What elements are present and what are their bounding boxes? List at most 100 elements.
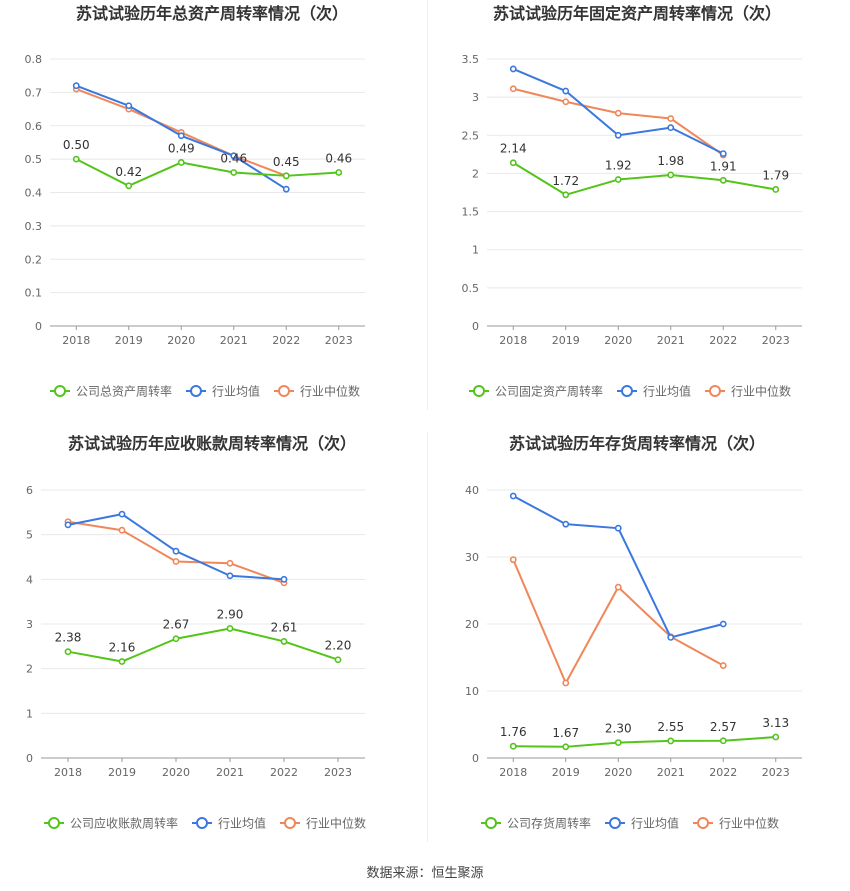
- data-point-company: [562, 191, 570, 199]
- chart-panel-receivables-turnover: 苏试试验历年应收账款周转率情况（次） 0 1 2 3 4 5 6 2018 2019 2020 202…: [0, 430, 425, 860]
- data-point-company: [719, 176, 727, 184]
- chart-panel-fixed-asset-turnover: 苏试试验历年固定资产周转率情况（次） 0 0.5 1 1.5 2 2.5 3 3.5 2018 20…: [425, 0, 850, 430]
- data-point-industry_avg: [125, 102, 133, 110]
- x-tick-label: 2021: [216, 766, 244, 779]
- x-tick-label: 2021: [220, 334, 248, 347]
- data-point-company: [335, 169, 343, 176]
- x-tick-label: 2018: [62, 334, 90, 347]
- data-point-company: [562, 743, 570, 751]
- y-tick-label: 0.6: [25, 120, 43, 133]
- legend-marker: [278, 385, 290, 397]
- y-tick-label: 30: [465, 551, 479, 564]
- data-point-industry_median: [614, 109, 622, 117]
- data-point-industry_median: [719, 662, 727, 669]
- legend-item-company: 公司固定资产周转率: [469, 384, 603, 399]
- data-label: 1.79: [762, 168, 789, 182]
- data-point-company: [614, 176, 622, 183]
- y-tick-label: 0: [472, 320, 479, 333]
- data-label: 1.67: [552, 726, 579, 740]
- y-tick-label: 3: [472, 91, 479, 104]
- chart-title: 苏试试验历年固定资产周转率情况（次）: [493, 4, 781, 23]
- data-label: 1.76: [500, 725, 527, 739]
- panel-divider-bottom: [427, 432, 428, 842]
- chart-title: 苏试试验历年总资产周转率情况（次）: [76, 4, 348, 23]
- y-tick-label: 3: [26, 618, 33, 631]
- legend-label: 公司应收账款周转率: [70, 816, 178, 831]
- chart-svg: 苏试试验历年应收账款周转率情况（次） 0 1 2 3 4 5 6 2018 2019 2020 202…: [26, 434, 366, 831]
- legend-item-industry_avg: 行业均值: [186, 384, 260, 399]
- data-point-industry_median: [509, 556, 517, 564]
- data-point-industry_median: [226, 559, 234, 567]
- data-label: 0.46: [325, 151, 352, 165]
- y-tick-label: 4: [26, 573, 33, 586]
- data-point-company: [125, 182, 133, 190]
- legend-label: 行业均值: [643, 384, 691, 399]
- chart-panel-inventory-turnover: 苏试试验历年存货周转率情况（次） 0 10 20 30 40 2018 2019 2020 202…: [425, 430, 850, 860]
- legend-marker: [54, 385, 66, 397]
- x-tick-label: 2020: [604, 334, 632, 347]
- series-line-company: [75, 158, 339, 187]
- x-tick-label: 2018: [54, 766, 82, 779]
- legend-item-industry_avg: 行业均值: [192, 816, 266, 831]
- data-point-industry_avg: [226, 572, 234, 580]
- y-tick-label: 3.5: [462, 53, 480, 66]
- data-point-industry_median: [614, 583, 622, 591]
- series-line-company: [512, 161, 776, 196]
- data-point-industry_avg: [719, 150, 727, 157]
- y-tick-label: 2.5: [462, 129, 480, 142]
- data-point-company: [280, 638, 288, 645]
- y-tick-label: 2: [472, 167, 479, 180]
- legend-item-company: 公司总资产周转率: [50, 384, 172, 399]
- data-point-company: [509, 159, 517, 167]
- legend-label: 行业均值: [631, 816, 679, 831]
- y-tick-label: 0: [26, 752, 33, 765]
- data-point-industry_avg: [719, 620, 727, 628]
- y-tick-label: 1.5: [462, 206, 480, 219]
- x-tick-label: 2022: [272, 334, 300, 347]
- data-label: 1.92: [605, 159, 632, 173]
- chart-panel-total-asset-turnover: 苏试试验历年总资产周转率情况（次） 0 0.1 0.2 0.3 0.4 0.5 0.6 0.7 0…: [0, 0, 425, 430]
- x-tick-label: 2019: [115, 334, 143, 347]
- data-point-company: [172, 635, 180, 643]
- data-point-company: [719, 737, 727, 745]
- data-source-label: 数据来源：恒生聚源: [366, 866, 484, 881]
- legend-item-company: 公司应收账款周转率: [44, 816, 178, 831]
- series-line-industry_median: [513, 87, 724, 156]
- data-label: 3.13: [762, 716, 789, 730]
- data-label: 2.90: [217, 607, 244, 621]
- y-tick-label: 0.1: [25, 287, 43, 300]
- chart-svg: 苏试试验历年总资产周转率情况（次） 0 0.1 0.2 0.3 0.4 0.5 0.6 0.7 0…: [25, 4, 365, 399]
- x-tick-label: 2023: [762, 766, 790, 779]
- y-tick-label: 10: [465, 685, 479, 698]
- legend-marker: [485, 817, 497, 829]
- data-label: 1.98: [657, 154, 684, 168]
- data-label: 2.61: [271, 620, 298, 634]
- legend-item-industry_median: 行业中位数: [280, 816, 366, 831]
- y-tick-label: 0: [472, 752, 479, 765]
- data-point-company: [667, 171, 675, 179]
- y-tick-label: 0.2: [25, 253, 43, 266]
- x-tick-label: 2022: [709, 334, 737, 347]
- series-line-company: [67, 627, 339, 663]
- legend-item-industry_avg: 行业均值: [617, 384, 691, 399]
- data-label: 0.50: [63, 138, 90, 152]
- data-point-industry_avg: [509, 492, 517, 500]
- series-line-company: [513, 736, 776, 748]
- data-label: 2.14: [500, 142, 527, 156]
- data-label: 2.55: [657, 720, 684, 734]
- data-label: 2.30: [605, 722, 632, 736]
- y-tick-label: 40: [465, 484, 479, 497]
- data-point-industry_avg: [562, 520, 570, 528]
- x-tick-label: 2021: [657, 334, 685, 347]
- chart-title: 苏试试验历年存货周转率情况（次）: [509, 434, 765, 453]
- x-tick-label: 2019: [552, 766, 580, 779]
- data-point-company: [667, 737, 675, 745]
- legend-item-company: 公司存货周转率: [481, 816, 591, 831]
- legend-marker: [284, 817, 296, 829]
- y-tick-label: 0.4: [25, 187, 43, 200]
- data-point-company: [509, 742, 517, 750]
- data-point-industry_median: [562, 98, 570, 106]
- legend-marker: [48, 817, 60, 829]
- x-tick-label: 2022: [709, 766, 737, 779]
- legend-label: 行业中位数: [300, 384, 360, 399]
